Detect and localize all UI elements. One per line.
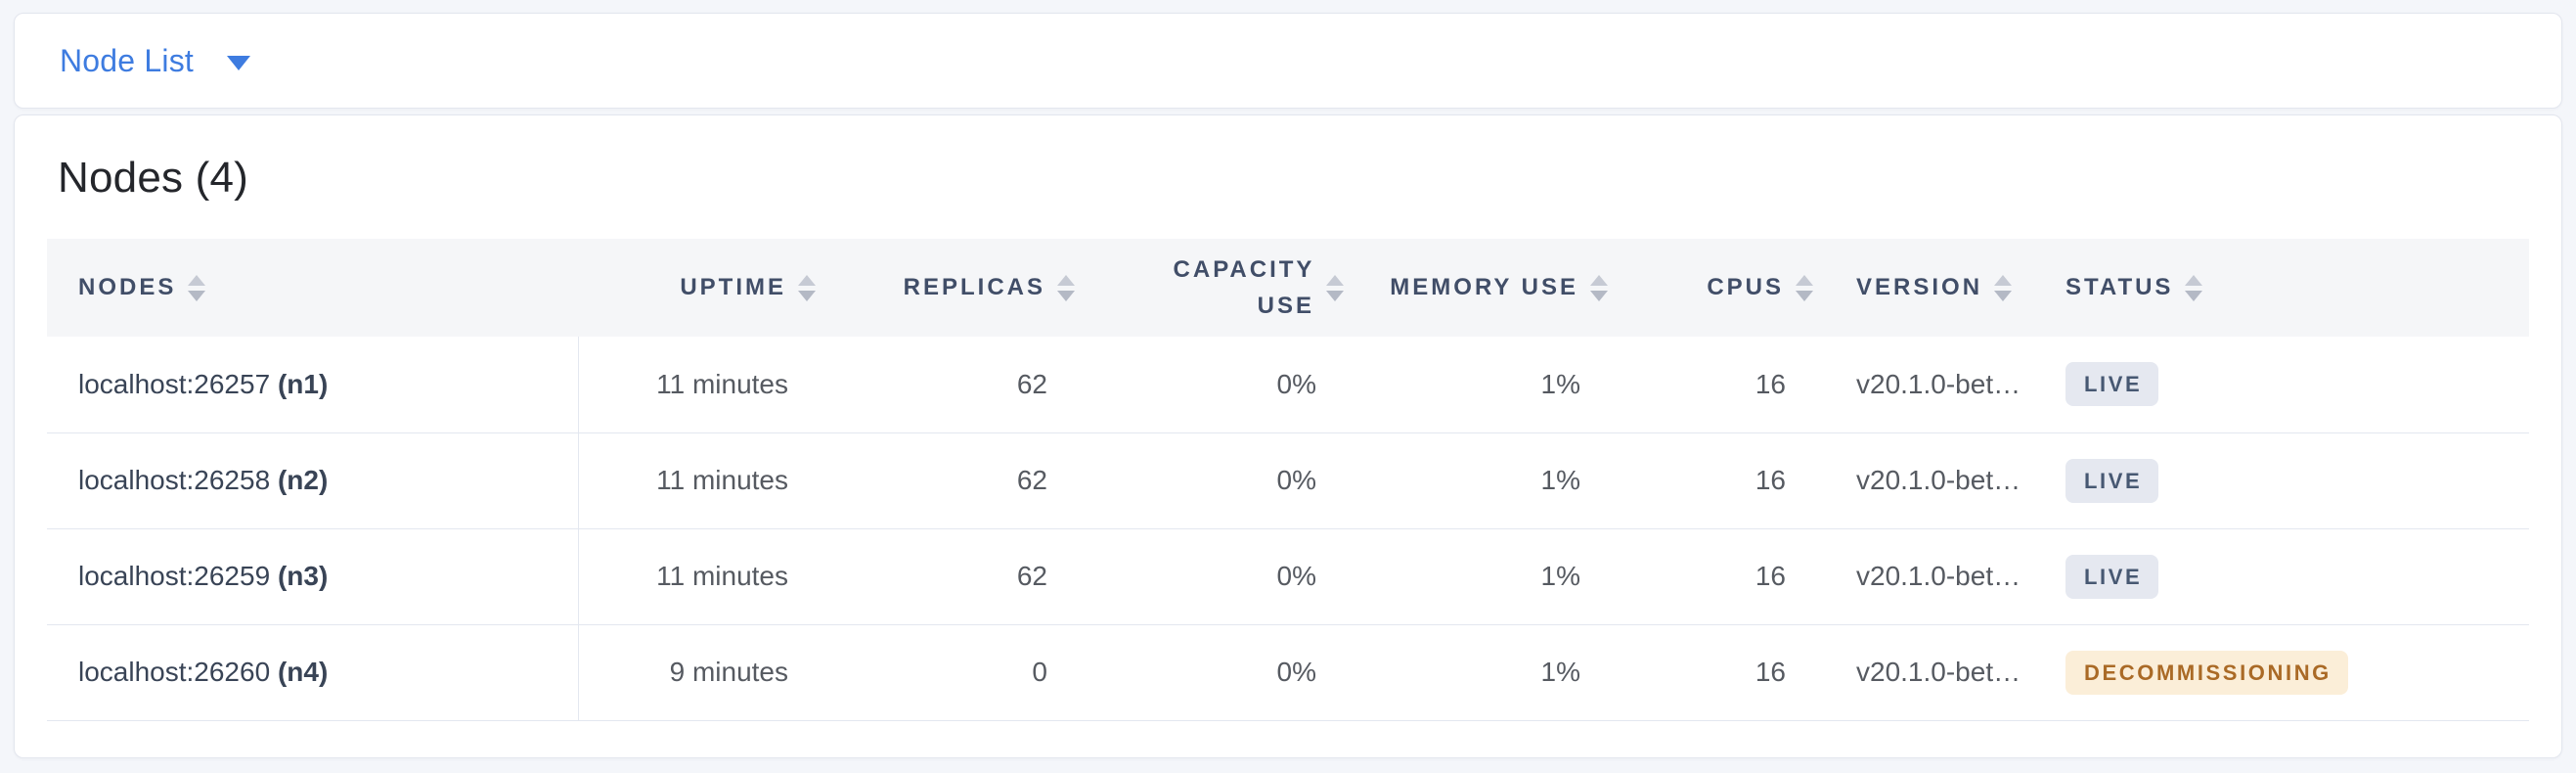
uptime-cell: 9 minutes <box>578 624 832 721</box>
capacity-use-cell: 0% <box>1091 337 1360 433</box>
column-label: CPUS <box>1707 274 1784 300</box>
table-header-row: NODES UPTIME REPLICAS <box>47 239 2529 337</box>
status-cell: LIVE <box>2045 337 2529 433</box>
column-label: CAPACITY USE <box>1173 255 1315 319</box>
view-selector-bar: Node List <box>14 13 2562 109</box>
table-row: localhost:26260 (n4) 9 minutes 0 0% 1% 1… <box>47 624 2529 721</box>
sort-icon <box>1057 274 1075 301</box>
capacity-use-cell: 0% <box>1091 624 1360 721</box>
node-address-cell[interactable]: localhost:26257 (n1) <box>47 337 579 433</box>
status-badge: LIVE <box>2065 458 2159 503</box>
node-address: localhost:26260 <box>78 657 271 687</box>
column-label: UPTIME <box>680 274 786 300</box>
table-row: localhost:26259 (n3) 11 minutes 62 0% 1%… <box>47 528 2529 625</box>
uptime-cell: 11 minutes <box>578 528 832 625</box>
column-label: MEMORY USE <box>1390 274 1578 300</box>
column-label: VERSION <box>1856 274 1983 300</box>
node-address-cell[interactable]: localhost:26260 (n4) <box>47 624 579 721</box>
column-header-nodes[interactable]: NODES <box>47 239 578 337</box>
version-cell: v20.1.0-bet… <box>1830 337 2045 433</box>
node-address-cell[interactable]: localhost:26258 (n2) <box>47 432 579 529</box>
sort-icon <box>188 274 206 301</box>
sort-icon <box>798 274 816 301</box>
uptime-cell: 11 minutes <box>578 337 832 433</box>
replicas-cell: 62 <box>832 337 1091 433</box>
view-dropdown[interactable]: Node List <box>60 43 250 79</box>
view-dropdown-label: Node List <box>60 42 194 78</box>
node-id: (n3) <box>277 561 329 591</box>
sort-icon <box>1796 274 1813 301</box>
capacity-use-cell: 0% <box>1091 432 1360 529</box>
node-id: (n4) <box>277 657 329 687</box>
chevron-down-icon <box>227 55 250 70</box>
node-id: (n1) <box>277 368 329 399</box>
column-header-version[interactable]: VERSION <box>1830 239 2045 337</box>
memory-use-cell: 1% <box>1360 432 1624 529</box>
cpus-cell: 16 <box>1624 528 1830 625</box>
status-cell: LIVE <box>2045 528 2529 625</box>
version-cell: v20.1.0-bet… <box>1830 624 2045 721</box>
column-header-cpus[interactable]: CPUS <box>1624 239 1830 337</box>
sort-icon <box>2185 274 2203 301</box>
status-cell: DECOMMISSIONING <box>2045 624 2529 721</box>
node-address: localhost:26259 <box>78 561 271 591</box>
status-badge: LIVE <box>2065 554 2159 599</box>
node-id: (n2) <box>277 465 329 495</box>
version-cell: v20.1.0-bet… <box>1830 528 2045 625</box>
table-row: localhost:26257 (n1) 11 minutes 62 0% 1%… <box>47 337 2529 433</box>
uptime-cell: 11 minutes <box>578 432 832 529</box>
column-header-replicas[interactable]: REPLICAS <box>832 239 1091 337</box>
status-cell: LIVE <box>2045 432 2529 529</box>
status-badge: LIVE <box>2065 362 2159 407</box>
column-header-memory-use[interactable]: MEMORY USE <box>1360 239 1624 337</box>
page-title: Nodes (4) <box>58 154 248 202</box>
column-header-status[interactable]: STATUS <box>2045 239 2529 337</box>
replicas-cell: 62 <box>832 528 1091 625</box>
node-address: localhost:26257 <box>78 368 271 399</box>
column-label: NODES <box>78 274 177 300</box>
capacity-use-cell: 0% <box>1091 528 1360 625</box>
sort-icon <box>1326 274 1344 301</box>
sort-icon <box>1590 274 1608 301</box>
status-badge: DECOMMISSIONING <box>2065 650 2348 695</box>
cpus-cell: 16 <box>1624 624 1830 721</box>
node-address: localhost:26258 <box>78 465 271 495</box>
replicas-cell: 0 <box>832 624 1091 721</box>
node-address-cell[interactable]: localhost:26259 (n3) <box>47 528 579 625</box>
memory-use-cell: 1% <box>1360 624 1624 721</box>
cpus-cell: 16 <box>1624 432 1830 529</box>
column-label: REPLICAS <box>903 274 1045 300</box>
table-row: localhost:26258 (n2) 11 minutes 62 0% 1%… <box>47 432 2529 529</box>
nodes-card: Nodes (4) NODES UPTIME <box>14 114 2562 758</box>
nodes-table: NODES UPTIME REPLICAS <box>47 239 2529 721</box>
cpus-cell: 16 <box>1624 337 1830 433</box>
memory-use-cell: 1% <box>1360 337 1624 433</box>
sort-icon <box>1994 274 2013 301</box>
column-header-uptime[interactable]: UPTIME <box>578 239 832 337</box>
replicas-cell: 62 <box>832 432 1091 529</box>
column-label: STATUS <box>2065 274 2174 300</box>
memory-use-cell: 1% <box>1360 528 1624 625</box>
version-cell: v20.1.0-bet… <box>1830 432 2045 529</box>
column-header-capacity-use[interactable]: CAPACITY USE <box>1091 239 1360 337</box>
